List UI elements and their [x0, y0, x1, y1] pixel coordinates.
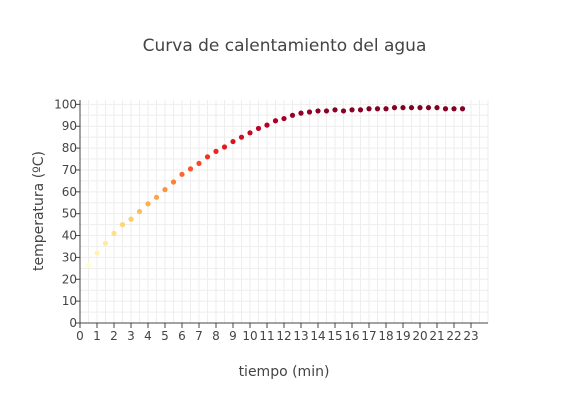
x-tick-label: 23 [463, 329, 478, 343]
y-tick-label: 50 [62, 207, 77, 221]
x-tick-label: 14 [310, 329, 325, 343]
x-tick-label: 12 [276, 329, 291, 343]
data-point [204, 154, 211, 160]
data-point [298, 110, 304, 116]
data-point [442, 106, 449, 112]
data-point [366, 106, 372, 112]
data-point [145, 201, 151, 207]
data-point [306, 109, 313, 115]
data-point [332, 107, 338, 113]
x-tick-label: 10 [242, 329, 257, 343]
data-point [85, 262, 92, 268]
axes [75, 100, 488, 328]
y-tick-label: 80 [62, 141, 77, 155]
y-tick-label: 40 [62, 229, 77, 243]
data-point [255, 125, 262, 132]
data-point [289, 112, 296, 118]
data-point [357, 107, 364, 113]
x-tick-label: 2 [110, 329, 118, 343]
data-point [425, 105, 432, 111]
data-point [349, 107, 355, 113]
data-point [408, 105, 415, 111]
data-point [170, 179, 177, 185]
data-points [85, 105, 466, 268]
data-point [391, 105, 398, 111]
data-point [162, 187, 168, 193]
x-tick-label: 16 [344, 329, 359, 343]
x-tick-label: 15 [327, 329, 342, 343]
data-point [187, 166, 194, 172]
x-tick-label: 17 [361, 329, 376, 343]
data-point [153, 194, 160, 200]
data-point [272, 118, 279, 124]
y-tick-label: 70 [62, 163, 77, 177]
x-tick-label: 5 [161, 329, 169, 343]
x-tick-label: 3 [127, 329, 135, 343]
data-point [459, 106, 466, 112]
data-point [383, 106, 389, 112]
x-tick-label: 0 [76, 329, 84, 343]
x-tick-label: 9 [229, 329, 237, 343]
data-point [264, 122, 270, 128]
data-point [102, 240, 109, 246]
data-point [238, 134, 245, 140]
data-point [315, 108, 321, 114]
x-tick-label: 20 [412, 329, 427, 343]
y-tick-label: 0 [69, 316, 77, 330]
x-tick-label: 7 [195, 329, 203, 343]
data-point [213, 148, 219, 154]
y-axis-title: temperatura (ºC) [31, 151, 47, 271]
data-point [417, 105, 423, 111]
data-point [128, 216, 134, 222]
y-tick-label: 30 [62, 250, 77, 264]
x-axis-title: tiempo (min) [239, 364, 330, 380]
data-point [196, 160, 202, 167]
y-tick-label: 60 [62, 185, 77, 199]
data-point [230, 138, 236, 145]
data-point [221, 144, 228, 150]
x-tick-label: 22 [446, 329, 461, 343]
data-point [94, 250, 100, 256]
data-point [136, 208, 143, 215]
x-tick-label: 18 [378, 329, 393, 343]
y-tick-label: 100 [54, 97, 77, 111]
chart-title: Curva de calentamiento del agua [143, 36, 427, 56]
y-tick-label: 90 [62, 119, 77, 133]
y-tick-labels: 0 10 20 30 40 50 60 70 80 90 100 [54, 97, 77, 330]
data-point [247, 130, 253, 136]
x-tick-label: 6 [178, 329, 186, 343]
x-tick-label: 11 [259, 329, 274, 343]
data-point [119, 222, 126, 228]
data-point [340, 108, 347, 114]
x-tick-label: 13 [293, 329, 308, 343]
data-point [179, 171, 185, 177]
data-point [281, 115, 287, 122]
data-point [374, 106, 381, 112]
data-point [434, 105, 440, 111]
data-point [323, 108, 330, 114]
x-tick-label: 1 [93, 329, 101, 343]
x-tick-label: 4 [144, 329, 152, 343]
y-tick-label: 20 [62, 272, 77, 286]
data-point [400, 105, 406, 111]
data-point [111, 230, 117, 236]
x-tick-labels: 0 1 2 3 4 5 6 7 8 9 10 11 12 13 14 15 16 17 18 19 20 21 22 23 [76, 329, 478, 343]
data-point [451, 106, 457, 112]
y-tick-label: 10 [62, 294, 77, 308]
x-tick-label: 21 [429, 329, 444, 343]
x-tick-label: 8 [212, 329, 220, 343]
x-tick-label: 19 [395, 329, 410, 343]
